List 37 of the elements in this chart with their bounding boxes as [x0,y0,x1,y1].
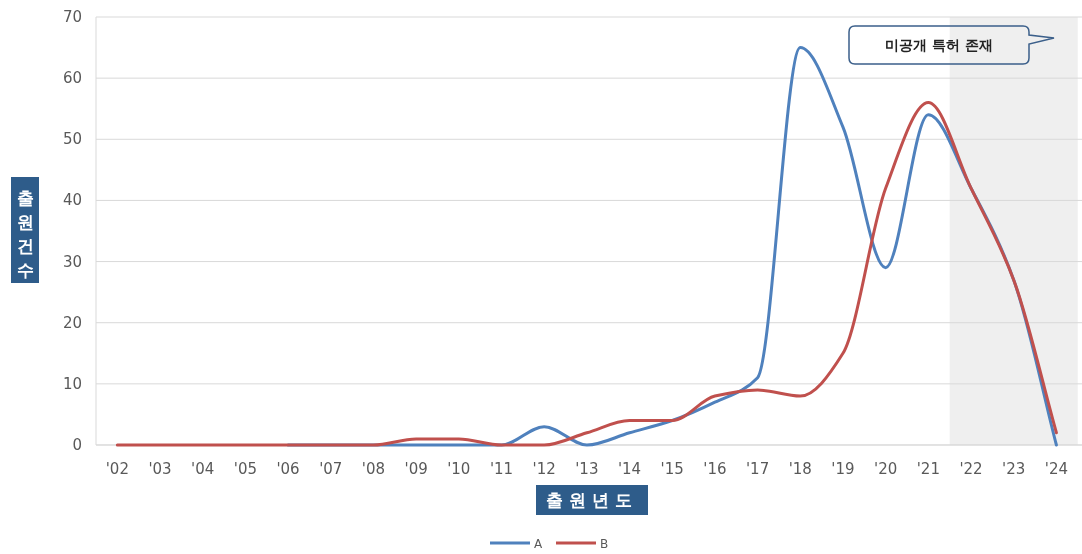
y-tick-label: 50 [62,130,82,149]
y-tick-label: 30 [62,252,82,271]
y-tick-label: 10 [62,374,82,393]
x-tick-label: '11 [489,460,514,478]
x-tick-label: '18 [788,460,812,478]
x-tick-label: '15 [660,460,684,478]
x-tick-label: '16 [703,460,727,478]
line-series [115,101,1058,447]
y-axis-title: 출원건수 [16,188,34,280]
x-tick-label: '03 [148,460,172,478]
x-tick-label: '13 [575,460,599,478]
x-tick-label: '05 [233,460,257,478]
x-tick-label: '10 [447,460,471,478]
x-tick-label: '19 [831,460,855,478]
x-tick-label: '07 [319,460,343,478]
x-axis-title: 출원년도 [546,490,638,510]
x-tick-label: '24 [1044,460,1068,478]
legend-label: A [534,537,543,551]
y-tick-label: 20 [62,313,82,332]
x-tick-label: '04 [191,460,215,478]
annotation: 미공개 특허 존재 [885,37,993,53]
y-tick-label: 60 [62,69,82,88]
x-tick-label: '14 [617,460,642,478]
y-tick-label: 40 [62,191,82,210]
x-tick-label: '23 [1002,460,1026,478]
x-tick-label: '06 [276,460,300,478]
y-tick-label: 70 [62,8,82,26]
x-tick-label: '12 [532,460,556,478]
x-tick-label: '21 [916,460,940,478]
legend-label: B [600,537,609,551]
x-tick-label: '09 [404,460,428,478]
x-tick-label: '17 [745,460,770,478]
x-tick-label: '02 [105,460,129,478]
x-tick-label: '08 [361,460,386,478]
x-tick-label: '22 [959,460,983,478]
x-tick-label: '20 [874,460,898,478]
y-tick-label: 0 [72,436,82,454]
